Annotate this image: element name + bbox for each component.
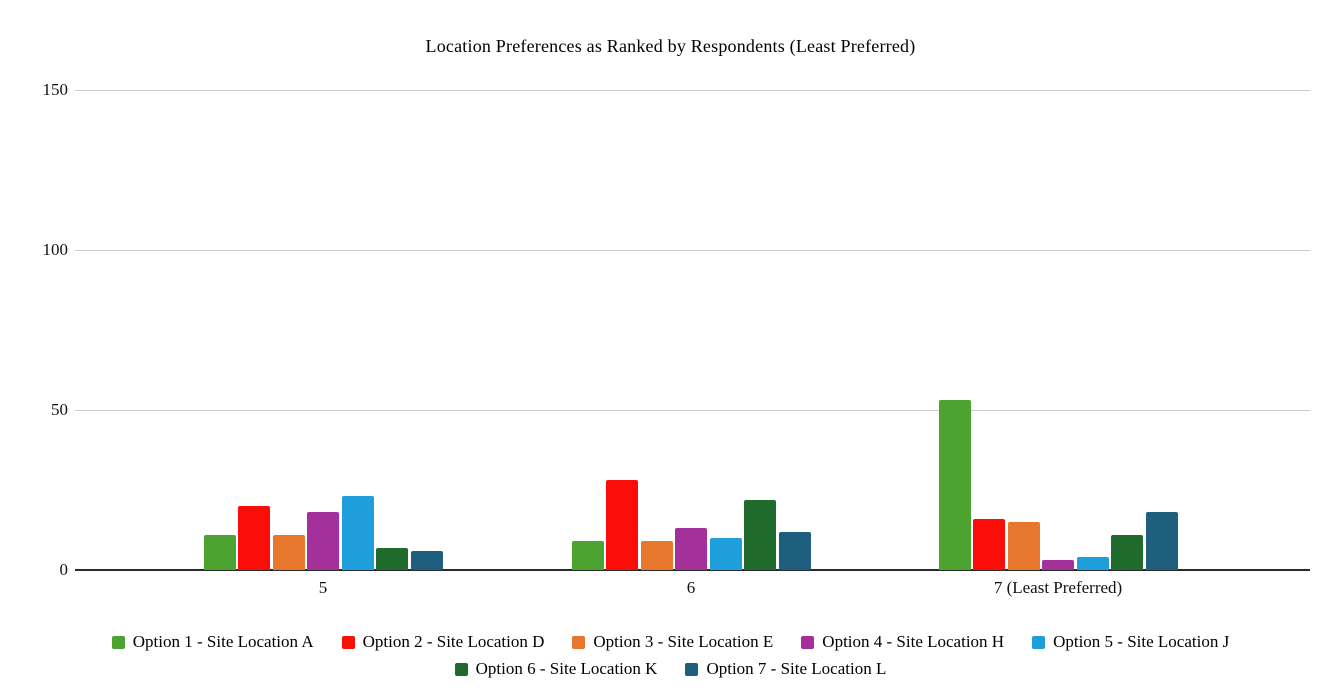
legend-row-2: Option 6 - Site Location K Option 7 - Sit… bbox=[454, 659, 886, 679]
legend-item-label: Option 7 - Site Location L bbox=[706, 659, 887, 678]
y-axis-tick-label: 100 bbox=[42, 240, 69, 259]
gridline-y-50 bbox=[75, 410, 1310, 411]
legend-item-label: Option 2 - Site Location D bbox=[362, 632, 545, 651]
chart-title: Location Preferences as Ranked by Respon… bbox=[425, 36, 916, 56]
x-axis-baseline bbox=[75, 569, 1310, 571]
chart-legend: Option 1 - Site Location A Option 2 - Sit… bbox=[0, 632, 1341, 679]
y-axis-tick-label: 0 bbox=[59, 560, 69, 579]
bar-series-1-category-2[interactable] bbox=[571, 541, 604, 570]
x-axis-category-label: 7 (Least Preferred) bbox=[993, 578, 1123, 597]
bar-series-6-category-3[interactable] bbox=[1111, 535, 1143, 570]
bar-series-7-category-2[interactable] bbox=[778, 532, 811, 570]
y-axis-tick-label: 150 bbox=[42, 80, 69, 99]
bar-series-5-category-3[interactable] bbox=[1076, 557, 1109, 570]
gridline-y-150 bbox=[75, 90, 1310, 91]
legend-item-option-6[interactable]: Option 6 - Site Location K bbox=[454, 659, 658, 679]
legend-item-label: Option 4 - Site Location H bbox=[822, 632, 1005, 651]
legend-swatch-icon bbox=[1032, 635, 1046, 649]
bar-series-2-category-2[interactable] bbox=[606, 480, 638, 570]
legend-item-label: Option 6 - Site Location K bbox=[475, 659, 658, 678]
gridline-y-100 bbox=[75, 250, 1310, 251]
legend-swatch-icon bbox=[572, 635, 586, 649]
bar-series-1-category-3[interactable] bbox=[938, 400, 971, 570]
legend-swatch-icon bbox=[801, 635, 815, 649]
bar-series-3-category-2[interactable] bbox=[640, 541, 673, 570]
bar-series-3-category-3[interactable] bbox=[1007, 522, 1040, 570]
legend-item-option-4[interactable]: Option 4 - Site Location H bbox=[801, 632, 1004, 652]
x-axis-category-label: 5 bbox=[318, 578, 328, 597]
bar-series-7-category-1[interactable] bbox=[410, 551, 443, 570]
legend-swatch-icon bbox=[341, 635, 355, 649]
bar-series-4-category-1[interactable] bbox=[307, 512, 339, 570]
x-axis-category-label: 6 bbox=[686, 578, 696, 597]
legend-item-option-7[interactable]: Option 7 - Site Location L bbox=[685, 659, 886, 679]
legend-item-option-2[interactable]: Option 2 - Site Location D bbox=[341, 632, 545, 652]
legend-item-label: Option 1 - Site Location A bbox=[132, 632, 314, 651]
bar-series-6-category-1[interactable] bbox=[376, 548, 408, 570]
y-axis-tick-label: 50 bbox=[51, 400, 68, 419]
bar-series-5-category-1[interactable] bbox=[341, 496, 374, 570]
bar-series-6-category-2[interactable] bbox=[744, 500, 776, 570]
legend-item-option-3[interactable]: Option 3 - Site Location E bbox=[572, 632, 773, 652]
legend-row-1: Option 1 - Site Location A Option 2 - Sit… bbox=[111, 632, 1229, 652]
legend-swatch-icon bbox=[454, 662, 468, 676]
bar-series-1-category-1[interactable] bbox=[203, 535, 236, 570]
bar-series-2-category-3[interactable] bbox=[973, 519, 1005, 570]
legend-swatch-icon bbox=[111, 635, 125, 649]
bar-series-5-category-2[interactable] bbox=[709, 538, 742, 570]
legend-item-option-5[interactable]: Option 5 - Site Location J bbox=[1032, 632, 1229, 652]
bar-series-2-category-1[interactable] bbox=[238, 506, 270, 570]
legend-swatch-icon bbox=[685, 662, 699, 676]
legend-item-option-1[interactable]: Option 1 - Site Location A bbox=[111, 632, 314, 652]
bar-series-3-category-1[interactable] bbox=[272, 535, 305, 570]
bar-series-4-category-3[interactable] bbox=[1042, 560, 1074, 570]
bar-series-7-category-3[interactable] bbox=[1145, 512, 1178, 570]
legend-item-label: Option 3 - Site Location E bbox=[593, 632, 774, 651]
bar-series-4-category-2[interactable] bbox=[675, 528, 707, 570]
legend-item-label: Option 5 - Site Location J bbox=[1053, 632, 1230, 651]
